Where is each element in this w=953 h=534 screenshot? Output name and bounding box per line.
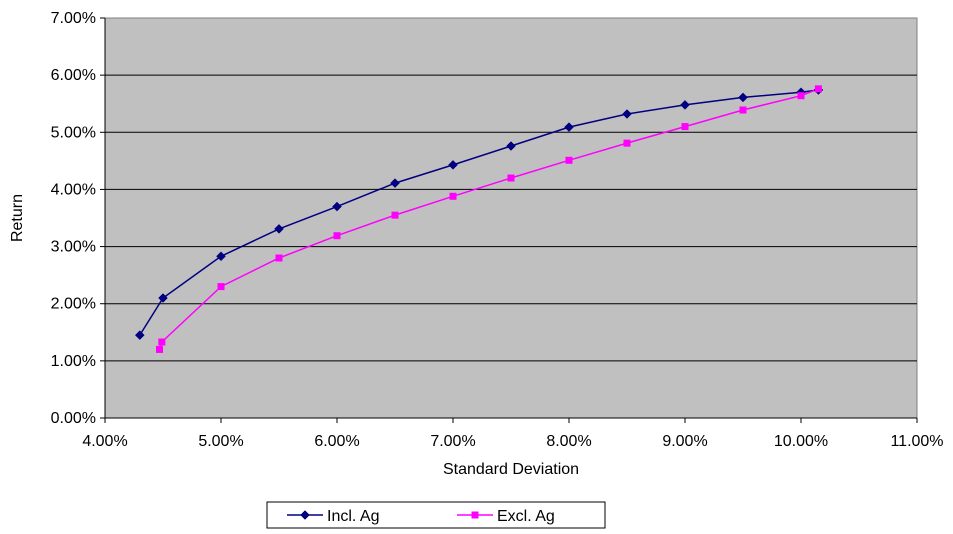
legend-marker-2 [471,511,479,519]
series-2-point [565,156,573,164]
y-tick-label: 5.00% [51,124,96,141]
legend-label-1: Incl. Ag [327,508,379,525]
series-2-point [449,192,457,200]
series-1-point [448,160,458,170]
y-tick-labels: 0.00% 1.00% 2.00% 3.00% 4.00% 5.00% 6.00% 7.00% [51,10,96,427]
x-tick-label: 9.00% [662,433,707,450]
series-1-point [216,251,226,262]
series-1-point [506,141,516,151]
legend-marker-1 [300,510,310,520]
y-tick-label: 6.00% [51,67,96,84]
legend: Incl. Ag Excl. Ag [266,501,606,529]
x-tick-label: 8.00% [546,433,591,450]
x-tick-labels: 4.00% 5.00% 6.00% 7.00% 8.00% 9.00% 10.00% 11.0… [82,433,943,450]
y-tick-label: 7.00% [51,10,96,27]
series-1-point [158,293,168,303]
legend-items: Incl. Ag Excl. Ag [287,508,555,525]
series-1-point [564,122,574,132]
y-tick-label: 4.00% [51,181,96,198]
series-2-point [814,85,822,93]
y-tick-label: 2.00% [51,296,96,313]
series-2-point [797,92,805,100]
series-line-1 [139,89,819,336]
y-tick-label: 0.00% [51,410,96,427]
axes [100,17,918,423]
series-1-point [332,201,342,212]
legend-box [266,501,606,529]
series-1-point [390,178,400,188]
y-axis-label: Return [9,194,26,242]
plot-area [104,17,918,419]
series-2-point [275,254,283,262]
x-tick-label: 10.00% [774,433,828,450]
x-tick-label: 5.00% [198,433,243,450]
series-lines [139,88,819,350]
x-tick-label: 11.00% [890,433,943,450]
series-1-point [622,109,632,119]
x-tick-label: 6.00% [314,433,359,450]
series-2-point [623,139,631,147]
series-2-point [739,106,747,114]
series-1-point [134,330,145,340]
series-2-point [156,345,164,353]
series-1-point [680,100,690,110]
series-1-point [738,92,748,103]
series-2-point [507,174,515,182]
series-2-point [333,232,341,240]
legend-label-2: Excl. Ag [497,508,555,525]
series-2-point [158,338,166,346]
series-2-point [391,211,399,219]
y-tick-label: 1.00% [51,353,96,370]
series-markers [134,85,824,353]
series-1-point [274,224,284,234]
series-2-point [217,283,225,291]
y-tick-label: 3.00% [51,239,96,256]
x-tick-label: 4.00% [82,433,127,450]
series-line-2 [158,88,819,350]
x-tick-label: 7.00% [430,433,475,450]
series-2-point [681,123,689,131]
x-axis-label: Standard Deviation [443,461,579,478]
